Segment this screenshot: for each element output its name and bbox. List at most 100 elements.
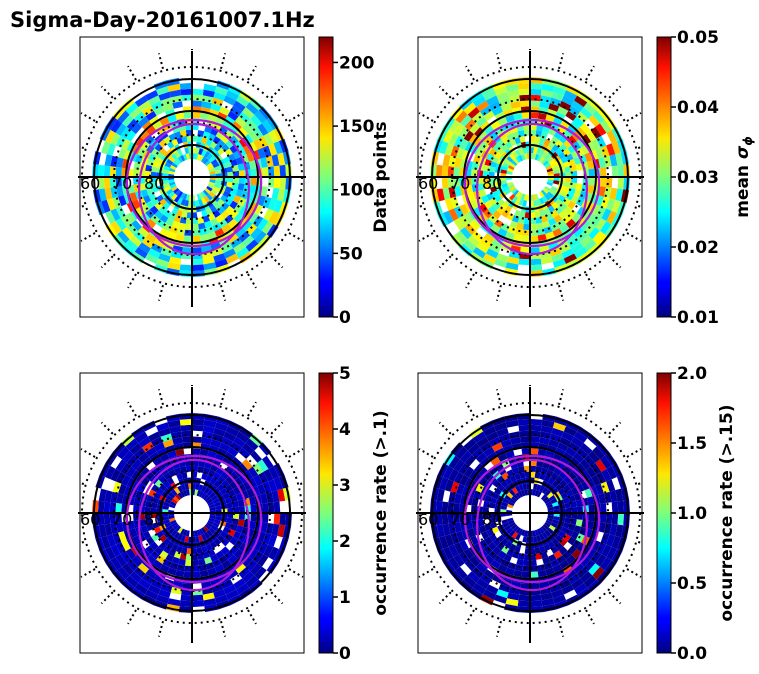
heatmap-cell bbox=[443, 210, 454, 225]
heatmap-cell bbox=[205, 207, 213, 216]
heatmap-cell bbox=[227, 218, 238, 229]
heatmap-cell bbox=[501, 136, 510, 145]
heatmap-cell bbox=[513, 570, 523, 578]
heatmap-cell bbox=[252, 462, 264, 475]
heatmap-cell bbox=[545, 567, 555, 576]
heatmap-cell bbox=[135, 463, 147, 474]
heatmap-cell bbox=[212, 209, 221, 218]
heatmap-cell bbox=[253, 474, 263, 486]
heatmap-cell bbox=[217, 139, 226, 148]
heatmap-cell bbox=[491, 106, 503, 116]
heatmap-cell bbox=[501, 519, 508, 525]
heatmap-cell bbox=[110, 132, 121, 146]
heatmap-cell bbox=[207, 450, 217, 459]
heatmap-cell bbox=[606, 479, 616, 492]
heatmap-cell bbox=[483, 471, 493, 481]
heatmap-cell bbox=[523, 153, 528, 160]
heatmap-cell bbox=[213, 91, 226, 101]
heatmap-cell bbox=[473, 137, 484, 148]
heatmap-cell bbox=[533, 483, 538, 490]
heatmap-cell bbox=[518, 155, 524, 162]
heatmap-cell bbox=[590, 462, 602, 475]
heatmap-cell bbox=[508, 501, 515, 507]
heatmap-cell bbox=[151, 197, 160, 206]
heatmap-cell bbox=[260, 157, 268, 168]
heatmap-cell bbox=[604, 155, 612, 167]
heatmap-cell bbox=[231, 120, 242, 132]
heatmap-cell bbox=[575, 519, 583, 527]
heatmap-cell bbox=[220, 470, 230, 480]
heatmap-cell bbox=[213, 144, 222, 152]
heatmap-cell bbox=[483, 209, 493, 219]
heatmap-cell bbox=[101, 199, 111, 213]
heatmap-cell bbox=[456, 147, 465, 159]
heatmap-cell bbox=[551, 202, 560, 210]
heatmap-cell bbox=[195, 483, 200, 490]
heatmap-cell bbox=[448, 557, 460, 571]
heatmap-cell bbox=[567, 545, 577, 555]
heatmap-cell bbox=[559, 223, 570, 234]
heatmap-cell bbox=[592, 566, 605, 580]
heatmap-cell bbox=[523, 194, 528, 201]
heatmap-cell bbox=[562, 228, 573, 239]
heatmap-cell bbox=[513, 189, 519, 196]
heatmap-cell bbox=[233, 436, 246, 448]
colorbar-tick-label: 1.0 bbox=[677, 504, 707, 524]
heatmap-cell bbox=[215, 131, 225, 140]
heatmap-cell bbox=[475, 563, 487, 574]
heatmap-cell bbox=[98, 188, 107, 202]
heatmap-cell bbox=[588, 168, 595, 177]
heatmap-cell bbox=[260, 522, 268, 533]
heatmap-cell bbox=[235, 227, 247, 238]
heatmap-cell bbox=[213, 202, 222, 210]
heatmap-cell bbox=[516, 222, 524, 230]
heatmap-cell bbox=[444, 143, 454, 156]
heatmap-cell bbox=[554, 111, 566, 121]
heatmap-cell bbox=[258, 471, 269, 484]
heatmap-cell bbox=[171, 138, 179, 147]
heatmap-cell bbox=[129, 192, 138, 202]
heatmap-cell bbox=[550, 223, 560, 232]
heatmap-cell bbox=[530, 247, 540, 254]
heatmap-cell bbox=[573, 525, 582, 534]
heatmap-cell bbox=[159, 228, 170, 237]
colorbar-tick-label: 0.02 bbox=[677, 238, 719, 258]
heatmap-cell bbox=[448, 155, 456, 167]
heatmap-cell bbox=[530, 258, 542, 266]
heatmap-cell bbox=[588, 450, 600, 463]
heatmap-cell bbox=[203, 195, 211, 203]
heatmap-cell bbox=[224, 497, 232, 504]
heatmap-cell bbox=[242, 220, 253, 232]
heatmap-cell bbox=[214, 258, 228, 268]
colorbar-tick-label: 0.0 bbox=[677, 644, 707, 664]
heatmap-cell bbox=[154, 479, 163, 488]
heatmap-cell bbox=[441, 513, 449, 525]
heatmap-cell bbox=[567, 536, 576, 546]
heatmap-cell bbox=[179, 82, 192, 90]
heatmap-cell bbox=[137, 116, 149, 127]
heatmap-cell bbox=[575, 183, 583, 191]
heatmap-cell bbox=[475, 483, 484, 493]
heatmap-cell bbox=[579, 190, 587, 200]
heatmap-cell bbox=[215, 180, 222, 185]
heatmap-cell bbox=[151, 484, 160, 493]
heatmap-cell bbox=[484, 200, 493, 210]
heatmap-cell bbox=[129, 571, 142, 583]
heatmap-cell bbox=[110, 187, 118, 199]
heatmap-cell bbox=[115, 513, 122, 523]
heatmap-cell bbox=[210, 554, 219, 563]
heatmap-cell bbox=[233, 100, 246, 112]
heatmap-cell bbox=[491, 238, 503, 248]
heatmap-cell bbox=[559, 436, 572, 447]
heatmap-cell bbox=[592, 446, 605, 460]
heatmap-cell bbox=[209, 179, 216, 184]
heatmap-cell bbox=[139, 519, 147, 527]
heatmap-cell bbox=[483, 182, 490, 190]
mlt-tick bbox=[127, 609, 137, 625]
heatmap-cell bbox=[201, 545, 208, 553]
heatmap-cell bbox=[204, 496, 211, 502]
lat-ring-3 bbox=[93, 414, 291, 612]
heatmap-cell bbox=[134, 431, 148, 443]
heatmap-cell bbox=[488, 166, 496, 173]
